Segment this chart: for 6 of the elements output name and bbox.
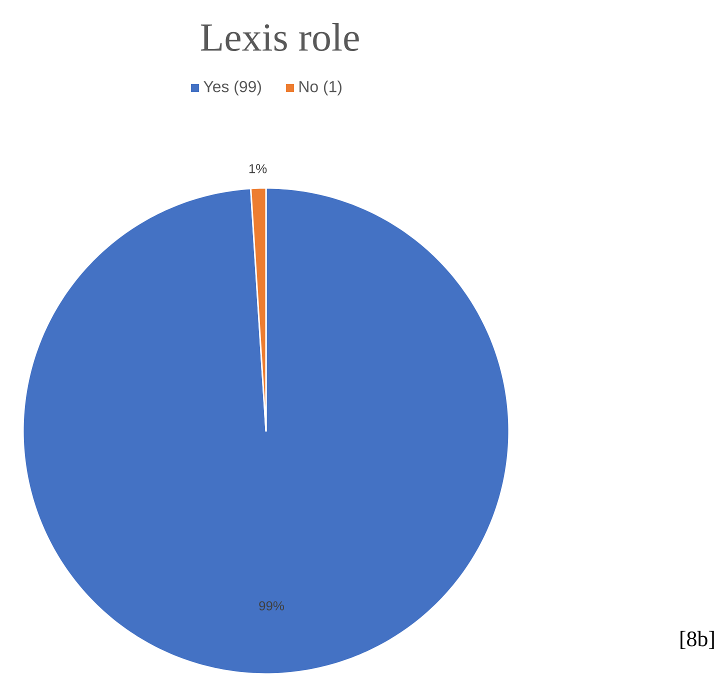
legend-label: No (1) bbox=[300, 80, 342, 96]
chart-title: Lexis role bbox=[200, 22, 359, 52]
data-label: 99% bbox=[259, 601, 284, 610]
text: [8b] bbox=[680, 630, 714, 650]
legend-label: Yes (99) bbox=[204, 80, 261, 96]
data-label: 1% bbox=[249, 164, 267, 174]
